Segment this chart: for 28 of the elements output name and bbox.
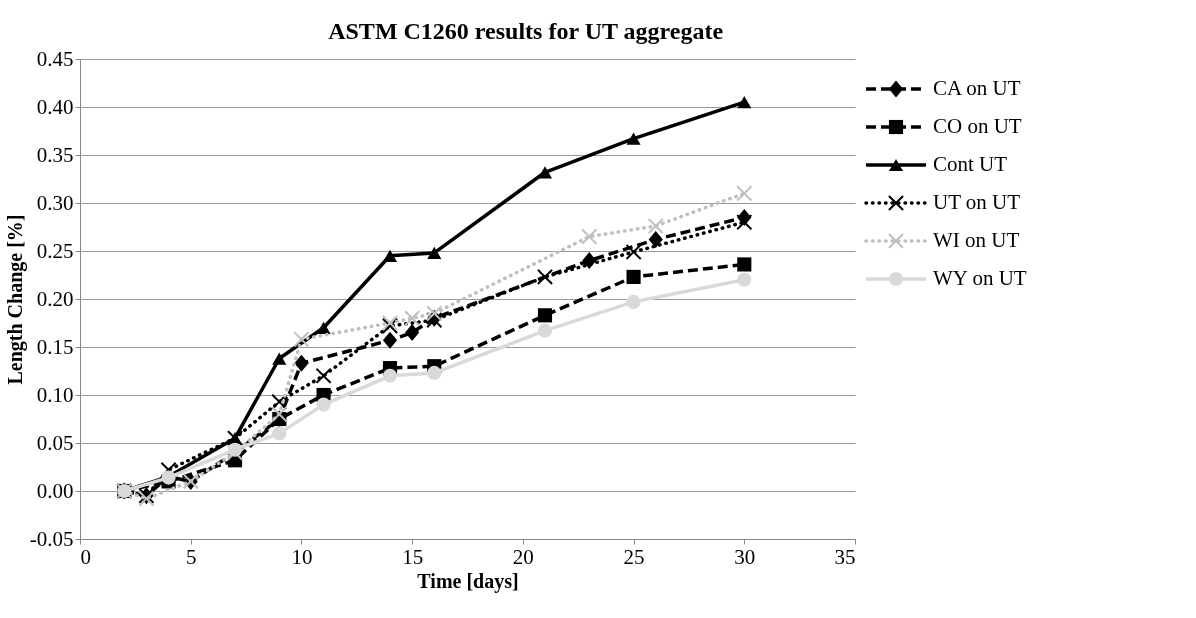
- x-tick-label: 0: [80, 544, 91, 569]
- y-tick-label: 0.25: [36, 238, 74, 263]
- x-axis-title: Time [days]: [417, 569, 519, 593]
- y-tick-label: 0.45: [36, 46, 74, 71]
- x-tick-label: 30: [734, 544, 756, 569]
- chart-title: ASTM C1260 results for UT aggregate: [328, 18, 724, 44]
- y-tick-label: 0.10: [36, 382, 74, 407]
- y-tick-label: 0.35: [36, 142, 74, 167]
- legend-label: UT on UT: [933, 190, 1021, 214]
- x-tick-label: 20: [512, 544, 534, 569]
- legend-label: CO on UT: [933, 114, 1022, 138]
- x-tick-label: 5: [185, 544, 197, 569]
- y-tick-label: -0.05: [29, 526, 74, 551]
- legend-label: Cont UT: [933, 152, 1008, 176]
- y-tick-label: 0.30: [36, 190, 74, 215]
- y-tick-label: 0.05: [36, 430, 74, 455]
- y-tick-label: 0.40: [36, 94, 74, 119]
- x-tick-label: 10: [291, 544, 313, 569]
- legend-label: WY on UT: [933, 266, 1027, 290]
- y-tick-label: 0.00: [36, 478, 74, 503]
- legend-label: CA on UT: [933, 76, 1021, 100]
- x-tick-label: 15: [402, 544, 424, 569]
- x-tick-label: 35: [834, 544, 856, 569]
- y-tick-label: 0.15: [36, 334, 74, 359]
- y-axis-title: Length Change [%]: [3, 214, 27, 385]
- legend-label: WI on UT: [933, 228, 1020, 252]
- x-tick-label: 25: [623, 544, 645, 569]
- y-tick-label: 0.20: [36, 286, 74, 311]
